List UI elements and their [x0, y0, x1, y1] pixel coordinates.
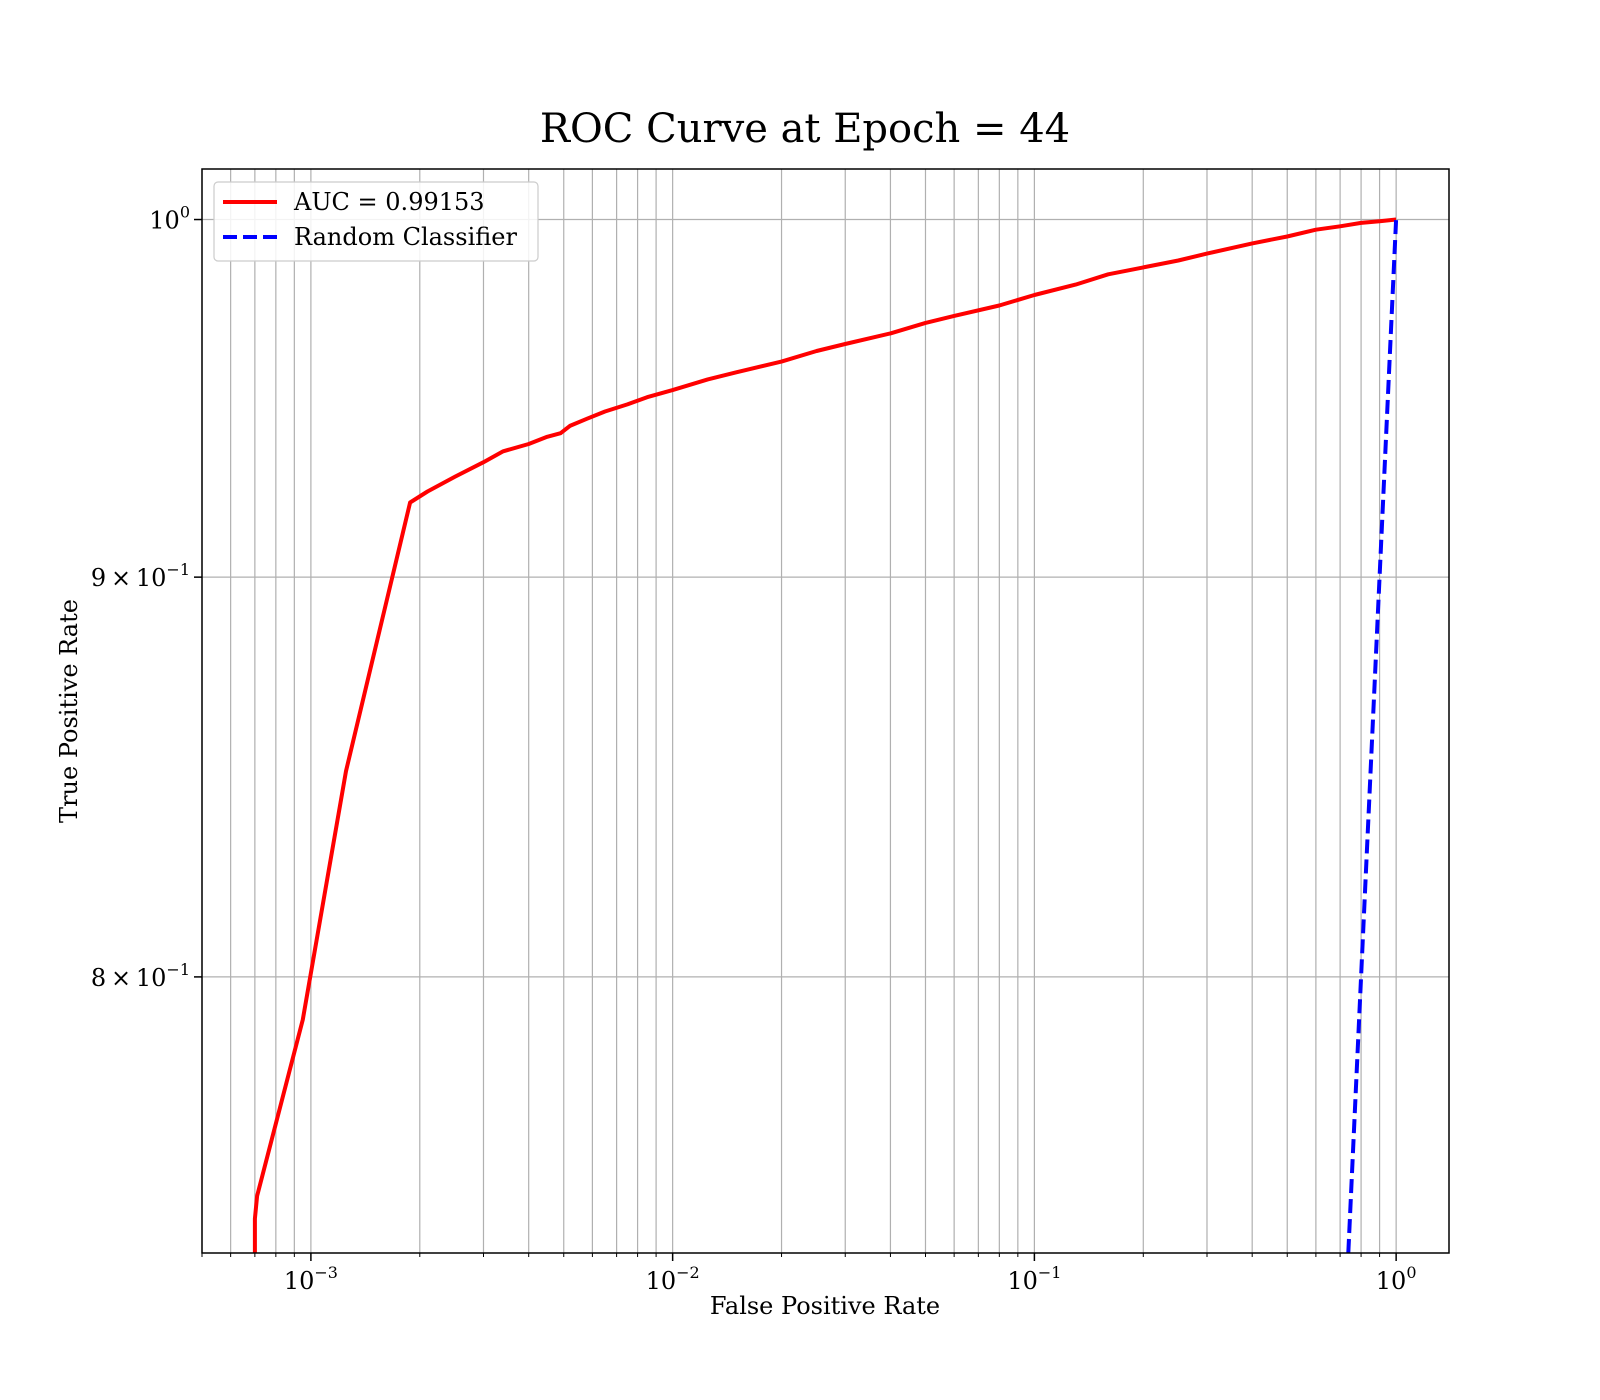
legend-box: [213, 181, 539, 262]
legend: AUC = 0.99153 Random Classifier: [213, 181, 539, 262]
random-classifier-line: [1346, 219, 1399, 1254]
x-tick-label: 100: [1376, 1263, 1417, 1295]
x-tick-label: 10−1: [1007, 1263, 1061, 1295]
x-axis-label: False Positive Rate: [710, 1292, 940, 1320]
plot-frame: [201, 168, 1450, 1254]
y-tick-label: 100: [149, 203, 190, 235]
y-tick-label: 9 × 10−1: [91, 560, 190, 592]
grid: [201, 169, 1449, 1253]
series-layer: [252, 217, 1399, 1254]
roc-curve-line: [252, 217, 1397, 1253]
y-tick-label: 8 × 10−1: [91, 960, 190, 992]
y-axis-ticks: 100 9 × 10−1 8 × 10−1: [91, 203, 202, 992]
x-tick-label: 10−2: [646, 1263, 700, 1295]
x-axis-ticks: 10−3 10−2 10−1 100: [201, 1253, 1417, 1295]
chart-title: ROC Curve at Epoch = 44: [540, 106, 1070, 152]
legend-label-random-classifier: Random Classifier: [294, 223, 517, 251]
y-axis-label: True Positive Rate: [55, 599, 83, 823]
x-tick-label: 10−3: [284, 1263, 338, 1295]
legend-label-auc: AUC = 0.99153: [293, 188, 485, 216]
